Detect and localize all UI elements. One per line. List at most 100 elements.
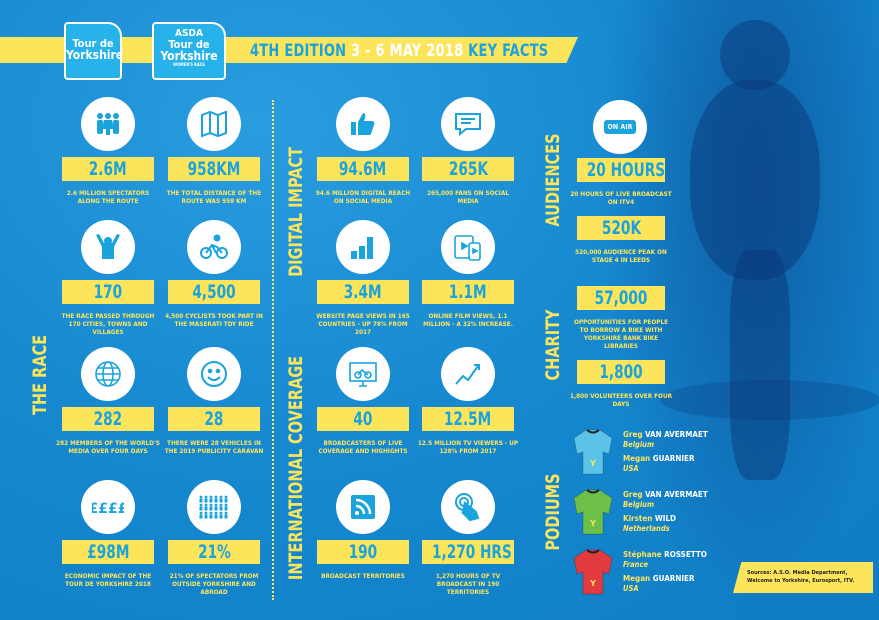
devices-video-icon [441, 220, 495, 274]
rider-first-name: Stéphane [623, 550, 662, 559]
stat-value-text: 94.6M [339, 158, 387, 180]
stat-description: 282 members of the world's media over fo… [56, 439, 160, 455]
rider-country: Netherlands [623, 524, 670, 533]
rider-last-name: VAN AVERMAET [645, 490, 708, 499]
stat-value-text: 282 [93, 408, 123, 430]
stat-value-text: 1,800 [599, 361, 643, 383]
on-air-icon: ON AIR [593, 100, 647, 154]
rider-country: Belgium [623, 440, 655, 449]
stat-value-2-6m: 2.6M [62, 157, 154, 181]
stat-value-190: 190 [317, 540, 409, 564]
stat-value-text: 170 [93, 281, 123, 303]
stat-value-40: 40 [317, 407, 409, 431]
stat-description: 21% of spectators from outside Yorkshire… [169, 572, 259, 596]
stat-description: 94.6 million digital reach on social med… [315, 189, 411, 205]
svg-text:Y: Y [589, 579, 596, 588]
stat-description: 520,000 audience peak on stage 4 in Leed… [575, 248, 667, 264]
stat-value--98m: £98M [62, 540, 154, 564]
stat-value-text: 190 [348, 541, 378, 563]
bar-chart-icon [336, 220, 390, 274]
smiley-icon [187, 347, 241, 401]
rider-name: Stéphane ROSSETTO [623, 550, 707, 559]
stat-description: 265,000 fans on social media [427, 189, 509, 205]
spectators-icon [81, 97, 135, 151]
stat-description: 4,500 cyclists took part in the Maserati… [165, 312, 263, 328]
stat-value-text: 40 [353, 408, 373, 430]
stat-description: Economic impact of the Tour de Yorkshire… [64, 572, 152, 588]
section-the-race: THE RACE [29, 334, 51, 416]
rider-name: Kirsten WILD [623, 514, 676, 523]
pounds-icon: ££££ [81, 480, 135, 534]
stat-value-28: 28 [168, 407, 260, 431]
stat-description: The total distance of the route was 958 … [166, 189, 262, 205]
rider-first-name: Greg [623, 430, 643, 439]
section-international-coverage: INTERNATIONAL COVERAGE [285, 355, 307, 581]
jersey-icon: Y [572, 488, 614, 536]
stat-description: 1,800 volunteers over four days [569, 392, 673, 408]
rider-first-name: Greg [623, 490, 643, 499]
rider-first-name: Megan [623, 454, 651, 463]
thumbs-up-icon [336, 97, 390, 151]
stat-description: The race passed through 170 cities, town… [61, 312, 155, 336]
stat-value-text: 265K [448, 158, 488, 180]
crowd-icon [187, 480, 241, 534]
svg-text:Y: Y [589, 459, 596, 468]
rider-country: USA [623, 464, 639, 473]
stat-description: 12.5 million TV viewers - up 128% from 2… [417, 439, 519, 455]
rider-country: France [623, 560, 649, 569]
stat-value-4-500: 4,500 [168, 280, 260, 304]
rider-name: Greg VAN AVERMAET [623, 430, 708, 439]
stat-value-21-: 21% [168, 540, 260, 564]
stat-value-text: 20 HOURS [586, 159, 666, 181]
rider-last-name: VAN AVERMAET [645, 430, 708, 439]
svg-text:££££: ££££ [92, 501, 124, 517]
rider-last-name: GUARNIER [652, 454, 695, 463]
stat-value-text: 57,000 [594, 287, 648, 309]
stat-value-12-5m: 12.5M [422, 407, 514, 431]
stat-value-1-1m: 1.1M [422, 280, 514, 304]
rider-first-name: Kirsten [623, 514, 653, 523]
tour-de-yorkshire-logo: Tour de Yorkshire [64, 22, 123, 80]
stat-value-520k: 520K [577, 216, 665, 240]
stat-value-text: 520K [601, 217, 641, 239]
stat-description: There were 28 vehicles in the 2019 publi… [164, 439, 264, 455]
stat-value-text: 4,500 [192, 281, 236, 303]
rider-country: Belgium [623, 500, 655, 509]
rss-icon [336, 480, 390, 534]
rider-name: Megan GUARNIER [623, 574, 694, 583]
stat-value-1-270-hrs: 1,270 HRS [422, 540, 514, 564]
stat-value-3-4m: 3.4M [317, 280, 409, 304]
tv-bike-icon [336, 347, 390, 401]
section-digital-impact: DIGITAL IMPACT [285, 147, 307, 277]
stat-description: Opportunities for people to borrow a bik… [573, 318, 669, 350]
stat-description: 20 hours of live broadcast on ITV4 [570, 190, 672, 206]
stat-value-265k: 265K [422, 157, 514, 181]
stat-value-text: 12.5M [444, 408, 492, 430]
stat-value-1-800: 1,800 [577, 360, 665, 384]
rider-last-name: GUARNIER [652, 574, 695, 583]
stat-value-282: 282 [62, 407, 154, 431]
chat-icon [441, 97, 495, 151]
stat-value-text: 28 [204, 408, 224, 430]
stat-value-958km: 958KM [168, 157, 260, 181]
sources-note: Sources: A.S.O. Media Department, Welcom… [733, 562, 873, 593]
stat-value-text: 2.6M [89, 158, 127, 180]
jersey-icon: Y [572, 428, 614, 476]
section-audiences: AUDIENCES [542, 133, 564, 227]
map-icon [187, 97, 241, 151]
rider-last-name: ROSSETTO [664, 550, 707, 559]
divider [272, 100, 274, 600]
stat-value-text: 958KM [187, 158, 241, 180]
cyclist-photo [600, 0, 879, 620]
stat-description: Broadcast territories [321, 572, 405, 580]
rider-last-name: WILD [654, 514, 677, 523]
stat-description: Online film views, 1.1 million - a 32% i… [423, 312, 513, 328]
stat-description: 2.6 million spectators along the route [66, 189, 150, 205]
cyclist-icon [187, 220, 241, 274]
rider-name: Megan GUARNIER [623, 454, 694, 463]
stat-description: Broadcasters of live coverage and highig… [318, 439, 408, 455]
rider-country: USA [623, 584, 639, 593]
section-podiums: PODIUMS [542, 473, 564, 551]
stat-value-170: 170 [62, 280, 154, 304]
